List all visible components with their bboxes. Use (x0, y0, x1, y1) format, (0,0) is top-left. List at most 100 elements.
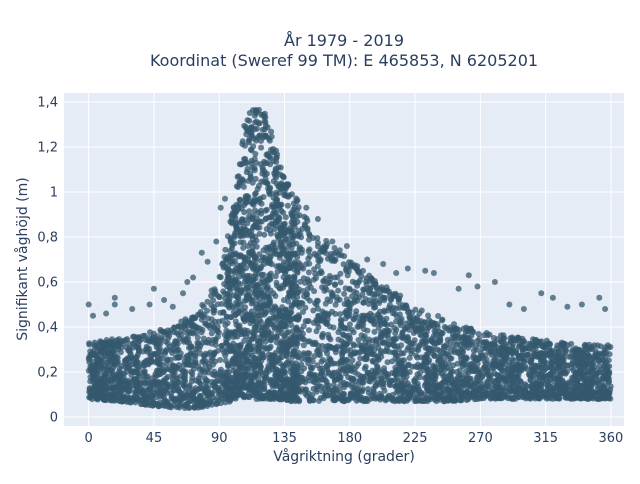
data-point (239, 176, 245, 182)
data-point (344, 357, 350, 363)
data-point (113, 359, 119, 365)
data-point (252, 358, 258, 364)
data-point (332, 385, 338, 391)
data-point (257, 231, 263, 237)
data-point (332, 281, 338, 287)
data-point (325, 332, 331, 338)
data-point (315, 298, 321, 304)
data-point (306, 281, 312, 287)
data-point (385, 371, 391, 377)
data-point (253, 198, 259, 204)
data-point (397, 311, 403, 317)
data-point (172, 387, 178, 393)
data-point (442, 324, 448, 330)
data-point (209, 288, 215, 294)
data-point (232, 391, 238, 397)
data-point (175, 355, 181, 361)
data-point (364, 328, 370, 334)
data-point (430, 339, 436, 345)
data-point (306, 248, 312, 254)
data-point (576, 351, 582, 357)
data-point (336, 369, 342, 375)
data-point (238, 239, 244, 245)
data-point (586, 342, 592, 348)
data-point (440, 330, 446, 336)
data-point (545, 340, 551, 346)
data-point (199, 302, 205, 308)
data-point (298, 300, 304, 306)
data-point (159, 393, 165, 399)
data-point (448, 327, 454, 333)
data-point (559, 377, 565, 383)
data-point (277, 190, 283, 196)
data-point (456, 350, 462, 356)
data-point (381, 309, 387, 315)
data-point (356, 270, 362, 276)
data-point (394, 305, 400, 311)
data-point (296, 397, 302, 403)
data-point (248, 240, 254, 246)
data-point (193, 378, 199, 384)
data-point (132, 369, 138, 375)
data-point (305, 256, 311, 262)
data-point (556, 355, 562, 361)
data-point (239, 206, 245, 212)
data-point (130, 396, 136, 402)
data-point (582, 361, 588, 367)
data-point (335, 288, 341, 294)
data-point (247, 110, 253, 116)
data-point (243, 124, 249, 130)
data-point (468, 326, 474, 332)
data-point (145, 361, 151, 367)
data-point (231, 348, 237, 354)
data-point (251, 136, 257, 142)
data-point (163, 349, 169, 355)
data-point (109, 385, 115, 391)
data-point (509, 395, 515, 401)
data-point (335, 329, 341, 335)
data-point (302, 305, 308, 311)
data-point (471, 363, 477, 369)
data-point (365, 386, 371, 392)
data-point (448, 355, 454, 361)
data-point (265, 328, 271, 334)
data-point (445, 345, 451, 351)
data-point (273, 305, 279, 311)
data-point (154, 342, 160, 348)
data-point (303, 261, 309, 267)
data-point (556, 349, 562, 355)
data-point (220, 347, 226, 353)
data-point (358, 389, 364, 395)
data-point (238, 162, 244, 168)
data-point (271, 221, 277, 227)
data-point (387, 302, 393, 308)
data-point (269, 149, 275, 155)
data-point (211, 398, 217, 404)
data-point (252, 165, 258, 171)
data-point (347, 321, 353, 327)
data-point (439, 317, 445, 323)
data-point (297, 244, 303, 250)
data-point (396, 296, 402, 302)
data-point (217, 274, 223, 280)
data-point (109, 339, 115, 345)
data-point (86, 340, 92, 346)
data-point (586, 377, 592, 383)
data-point (256, 183, 262, 189)
data-point (274, 280, 280, 286)
data-point (401, 350, 407, 356)
data-point (117, 375, 123, 381)
data-point (413, 376, 419, 382)
data-point (381, 297, 387, 303)
data-point (330, 391, 336, 397)
data-point (454, 342, 460, 348)
data-point (200, 340, 206, 346)
data-point (425, 373, 431, 379)
data-point (249, 376, 255, 382)
data-point (432, 353, 438, 359)
data-point (165, 356, 171, 362)
data-point (591, 391, 597, 397)
data-point (221, 309, 227, 315)
data-point (260, 135, 266, 141)
data-point (538, 357, 544, 363)
